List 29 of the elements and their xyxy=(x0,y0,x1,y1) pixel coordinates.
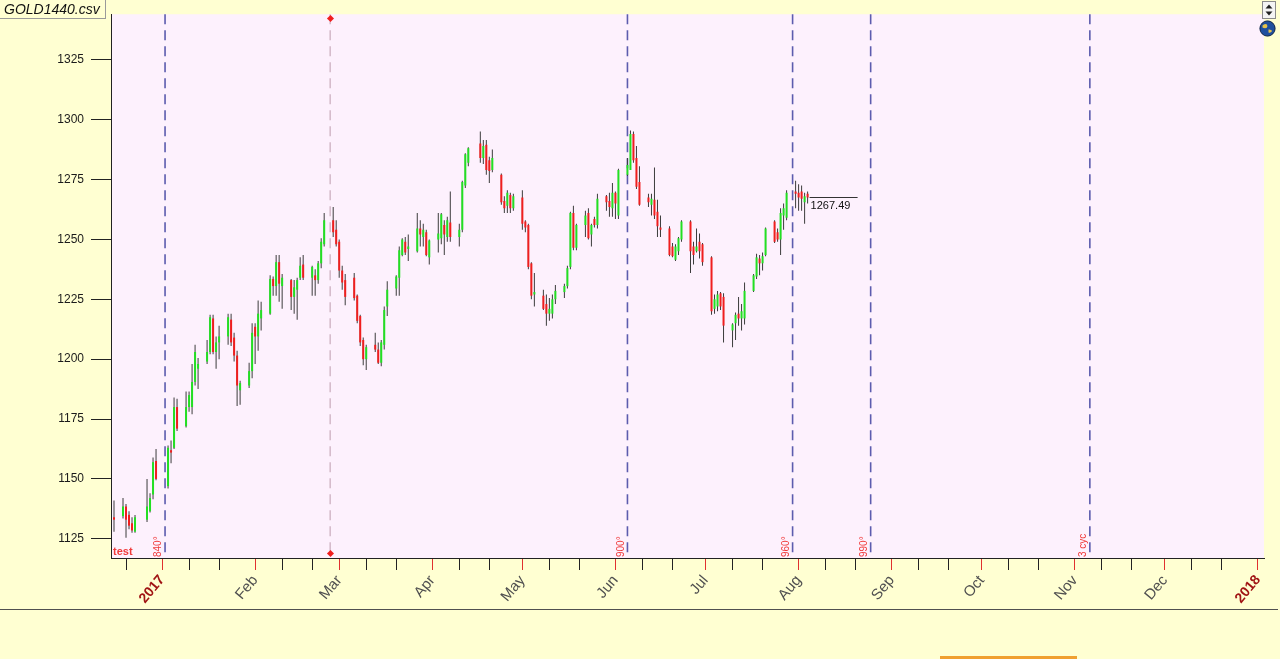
y-tick-label: 1175 xyxy=(58,411,85,426)
x-tick-label: Sep xyxy=(866,571,898,603)
y-tick-label: 1150 xyxy=(58,471,85,486)
candlestick xyxy=(113,500,115,532)
chart-title: GOLD1440.csv xyxy=(0,0,106,19)
x-tick-label: Jun xyxy=(592,571,621,601)
annotation: 1267.49 xyxy=(810,199,851,212)
x-tick-label: Dec xyxy=(1140,571,1171,603)
ref-line-label: 990° xyxy=(857,536,869,557)
annotation: test xyxy=(113,544,133,557)
y-tick-label: 1325 xyxy=(57,52,85,67)
y-tick-label: 1200 xyxy=(57,351,85,366)
y-tick-label: 1225 xyxy=(57,291,85,306)
x-tick-label: Nov xyxy=(1050,571,1081,603)
ref-line-label: 960° xyxy=(779,536,791,557)
x-tick-label: Oct xyxy=(959,570,988,601)
ref-line-label: 840° xyxy=(152,536,164,557)
y-tick-label: 1250 xyxy=(57,231,85,246)
x-tick-label: Mar xyxy=(315,571,345,603)
x-tick-label: Apr xyxy=(409,571,438,601)
ref-line-label: 900° xyxy=(614,536,626,557)
x-tick-label: Jul xyxy=(685,571,711,598)
y-tick-label: 1275 xyxy=(57,171,85,186)
x-tick-label: Aug xyxy=(773,571,805,603)
candlestick xyxy=(134,514,137,533)
y-tick-label: 1300 xyxy=(57,111,85,126)
ref-line-label: 3 cyc xyxy=(1077,533,1089,557)
x-tick-label: Feb xyxy=(230,571,261,603)
y-tick-label: 1125 xyxy=(58,531,85,546)
